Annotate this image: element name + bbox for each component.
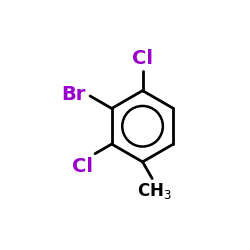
Text: Br: Br	[61, 84, 85, 103]
Text: CH$_3$: CH$_3$	[137, 182, 172, 202]
Text: Cl: Cl	[132, 50, 153, 68]
Text: Cl: Cl	[72, 156, 93, 176]
